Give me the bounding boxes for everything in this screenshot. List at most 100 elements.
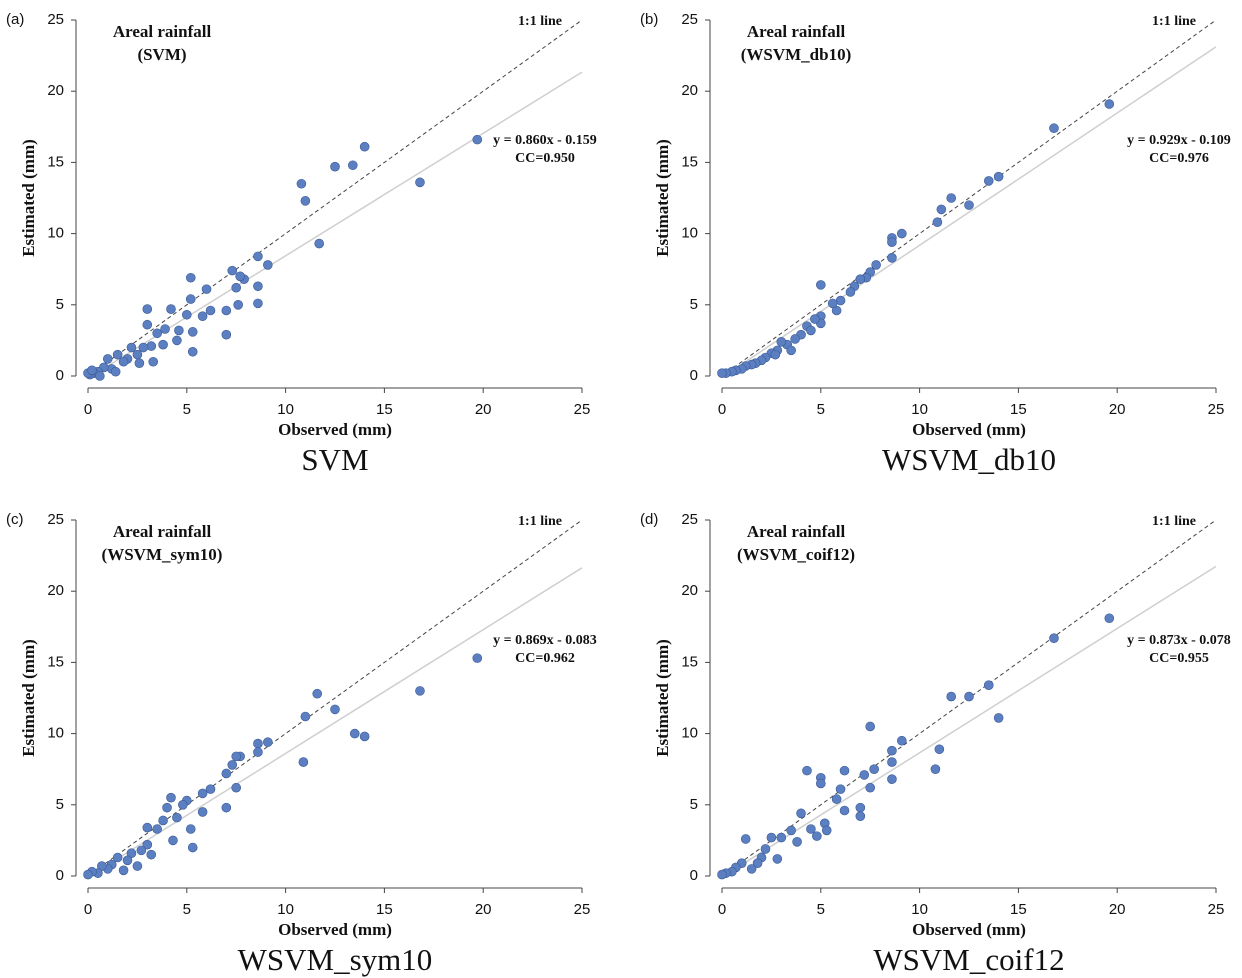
point: [185, 272, 196, 283]
point: [887, 774, 897, 784]
panel-label: (c): [6, 511, 24, 528]
point: [263, 737, 273, 747]
point: [142, 319, 153, 330]
x-tick-label: 25: [1208, 401, 1225, 418]
point: [897, 735, 907, 746]
panel-label: (b): [640, 11, 658, 28]
point: [815, 778, 826, 789]
point: [142, 304, 153, 314]
y-axis-label: Estimated (mm): [19, 639, 38, 757]
y-tick-label: 20: [681, 82, 698, 99]
point: [472, 134, 483, 145]
point: [869, 764, 879, 775]
panel-title: Areal rainfall: [747, 22, 846, 41]
y-tick-label: 5: [56, 296, 64, 313]
reference-label: 1:1 line: [1152, 514, 1196, 529]
point: [330, 161, 340, 172]
panel-subtitle: (WSVM_sym10): [102, 545, 223, 564]
panel-title: Areal rainfall: [747, 522, 846, 541]
point: [221, 768, 232, 779]
point: [1104, 99, 1115, 109]
point: [253, 251, 263, 262]
point: [415, 177, 425, 188]
y-tick-label: 20: [47, 582, 64, 599]
point: [197, 807, 208, 817]
point: [221, 329, 232, 340]
equation: y = 0.860x - 0.159: [493, 133, 597, 148]
x-tick-label: 15: [1010, 401, 1027, 418]
point: [1104, 613, 1115, 624]
point: [187, 327, 198, 337]
x-tick-label: 20: [1109, 401, 1126, 418]
fit-line: [87, 71, 583, 379]
point: [158, 815, 168, 826]
x-tick-label: 0: [718, 901, 726, 918]
point: [786, 345, 796, 356]
point: [231, 282, 241, 293]
point: [330, 704, 340, 715]
reference-line: [721, 19, 1217, 377]
y-axis-label: Estimated (mm): [653, 139, 672, 257]
point: [790, 334, 800, 344]
x-axis-label: Observed (mm): [912, 420, 1026, 439]
point: [174, 325, 184, 336]
y-tick-label: 0: [690, 367, 698, 384]
reference-line: [87, 19, 583, 377]
point: [201, 284, 212, 294]
point: [993, 713, 1004, 723]
point: [772, 854, 783, 864]
x-tick-label: 15: [376, 901, 393, 918]
panel-subtitle: (WSVM_db10): [741, 45, 852, 64]
point: [132, 861, 143, 871]
point: [197, 788, 208, 799]
y-tick-label: 25: [681, 11, 698, 28]
point: [158, 339, 168, 350]
point: [766, 832, 777, 843]
x-tick-label: 5: [183, 901, 191, 918]
point: [930, 764, 941, 775]
caption: WSVM_db10: [882, 442, 1056, 477]
point: [1049, 633, 1059, 643]
point: [855, 811, 866, 821]
panel-subtitle: (SVM): [137, 45, 186, 64]
point: [314, 238, 324, 249]
y-tick-label: 5: [56, 796, 64, 813]
point: [740, 834, 751, 844]
x-tick-label: 25: [574, 401, 591, 418]
y-tick-label: 0: [56, 867, 64, 884]
x-tick-label: 10: [911, 901, 928, 918]
point: [148, 356, 159, 367]
point: [263, 260, 273, 270]
x-tick-label: 20: [475, 901, 492, 918]
point: [300, 711, 311, 722]
point: [205, 784, 216, 794]
point: [132, 349, 143, 360]
x-tick-label: 20: [1109, 901, 1126, 918]
point: [831, 794, 842, 804]
correlation: CC=0.976: [1149, 151, 1209, 166]
equation: y = 0.873x - 0.078: [1127, 633, 1231, 648]
fit-line: [721, 565, 1217, 878]
point: [166, 304, 176, 314]
panel-subtitle: (WSVM_coif12): [737, 545, 855, 564]
point: [871, 260, 881, 270]
point: [166, 792, 176, 803]
point: [178, 799, 188, 810]
y-tick-label: 15: [47, 653, 64, 670]
point: [845, 287, 856, 297]
point: [717, 368, 727, 378]
x-tick-label: 15: [1010, 901, 1027, 918]
x-tick-label: 0: [718, 401, 726, 418]
y-tick-label: 25: [681, 511, 698, 528]
point: [993, 171, 1004, 182]
point: [253, 281, 263, 292]
point: [253, 747, 263, 757]
x-axis-label: Observed (mm): [912, 920, 1026, 939]
y-tick-label: 20: [681, 582, 698, 599]
panel-label: (a): [6, 11, 24, 28]
point: [152, 328, 162, 339]
y-axis-label: Estimated (mm): [19, 139, 38, 257]
point: [300, 196, 311, 206]
point: [760, 844, 771, 854]
